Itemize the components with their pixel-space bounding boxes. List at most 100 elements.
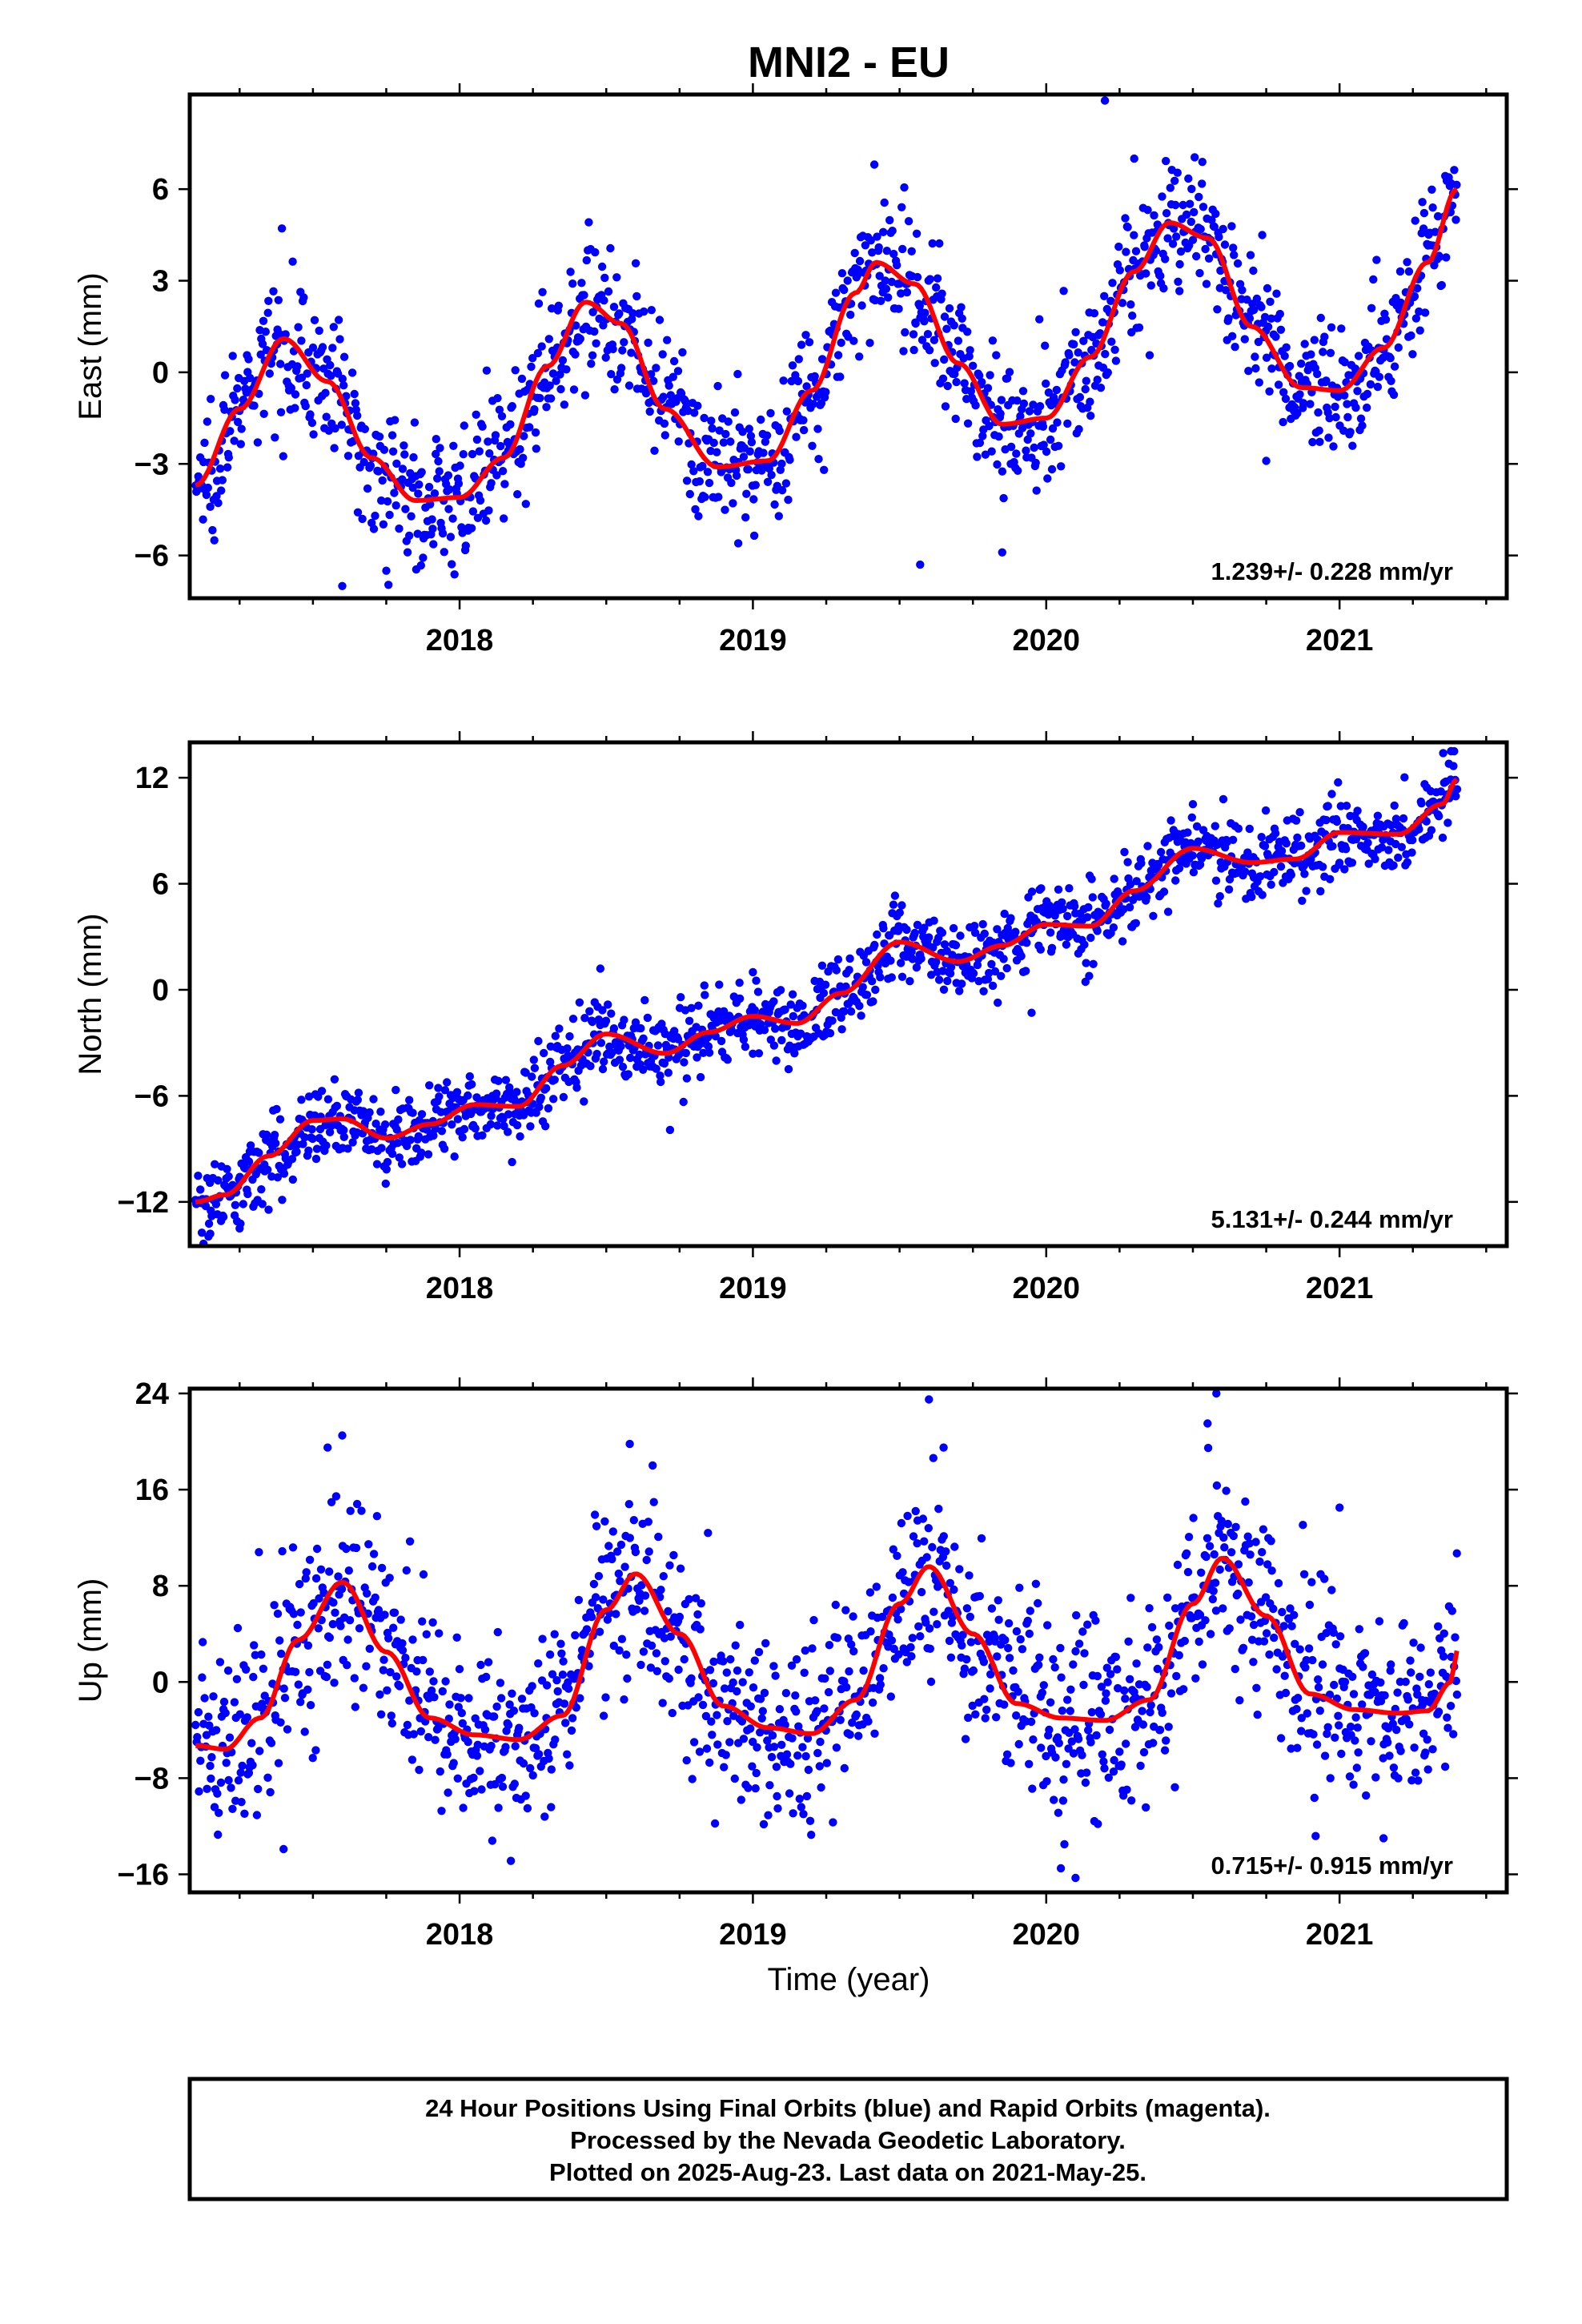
data-point — [1452, 1676, 1461, 1686]
data-point — [799, 1810, 808, 1819]
data-point — [289, 1610, 299, 1618]
data-point — [1400, 773, 1409, 782]
data-point — [558, 356, 568, 365]
data-point — [1263, 322, 1273, 332]
data-point — [1122, 1739, 1130, 1748]
data-point — [788, 361, 797, 370]
data-point — [1172, 232, 1181, 241]
data-point — [357, 1506, 366, 1515]
data-point — [505, 1700, 514, 1709]
data-point — [1039, 440, 1048, 449]
data-point — [1035, 315, 1044, 324]
data-point — [258, 1699, 267, 1708]
data-point — [1102, 1689, 1110, 1698]
data-point — [1070, 358, 1079, 367]
data-point — [889, 900, 898, 909]
data-point — [279, 1169, 289, 1178]
data-point — [1270, 1633, 1279, 1642]
data-point — [1293, 833, 1302, 842]
data-point — [1168, 239, 1178, 248]
data-point — [625, 1534, 634, 1542]
data-point — [304, 1146, 313, 1156]
data-point — [1162, 156, 1170, 166]
data-point — [654, 1532, 663, 1542]
data-point — [705, 1758, 714, 1767]
data-point — [1367, 304, 1376, 312]
data-point — [952, 377, 961, 387]
data-point — [1156, 271, 1165, 280]
data-point — [1295, 808, 1304, 817]
data-point — [799, 416, 808, 424]
data-point — [328, 1619, 337, 1629]
data-point — [1224, 314, 1233, 323]
data-point — [656, 1072, 665, 1080]
data-point — [1029, 400, 1038, 409]
data-point — [781, 1005, 789, 1014]
data-point — [866, 236, 876, 245]
data-point — [408, 1108, 417, 1117]
data-point — [383, 1157, 392, 1167]
data-point — [395, 1682, 404, 1691]
data-point — [1197, 1568, 1206, 1578]
data-point — [911, 1506, 920, 1516]
data-point — [817, 1783, 825, 1792]
data-point — [1014, 466, 1022, 475]
data-point — [631, 259, 640, 267]
data-point — [903, 1511, 912, 1521]
data-point — [1411, 216, 1419, 225]
data-point — [792, 1707, 801, 1716]
data-point — [304, 1092, 314, 1101]
data-point — [450, 1152, 459, 1161]
data-point — [848, 1719, 857, 1727]
data-point — [1431, 227, 1439, 236]
data-point — [948, 951, 957, 959]
data-point — [577, 279, 586, 287]
data-point — [1023, 1616, 1033, 1626]
data-point — [1019, 399, 1029, 408]
data-point — [1214, 899, 1223, 908]
data-point — [1326, 875, 1335, 884]
data-point — [646, 1663, 656, 1672]
data-point — [1042, 1751, 1050, 1761]
data-point — [255, 1747, 264, 1755]
data-point — [804, 1765, 813, 1775]
data-point — [771, 1024, 780, 1033]
data-point — [751, 480, 760, 489]
data-point — [560, 1699, 569, 1708]
data-point — [237, 1798, 246, 1807]
data-point — [1056, 1643, 1065, 1653]
data-point — [1231, 1664, 1240, 1674]
data-point — [825, 1029, 835, 1038]
data-point — [403, 1141, 412, 1151]
data-point — [1233, 259, 1243, 268]
data-point — [1081, 384, 1090, 394]
data-point — [1384, 846, 1393, 854]
data-point — [385, 1574, 394, 1582]
data-point — [694, 512, 703, 521]
data-point — [1331, 1733, 1339, 1742]
data-point — [1128, 312, 1137, 320]
data-point — [1293, 408, 1302, 418]
data-point — [1082, 1768, 1091, 1777]
data-point — [244, 1157, 254, 1166]
data-point — [965, 1571, 974, 1580]
data-point — [966, 346, 974, 355]
data-point — [792, 1655, 801, 1664]
data-point — [789, 1011, 797, 1021]
data-point — [538, 287, 547, 296]
data-point — [678, 348, 687, 357]
data-point — [1057, 462, 1066, 471]
data-point — [1074, 348, 1082, 357]
data-point — [1089, 959, 1098, 969]
data-point — [1110, 1755, 1118, 1765]
data-point — [345, 1616, 355, 1625]
data-point — [311, 1746, 320, 1755]
data-point — [1245, 1539, 1254, 1548]
data-point — [580, 391, 590, 400]
data-point — [271, 433, 279, 442]
data-point — [747, 438, 757, 447]
data-point — [624, 1500, 633, 1509]
data-point — [1403, 258, 1411, 267]
data-point — [305, 1667, 314, 1677]
data-point — [250, 401, 259, 410]
